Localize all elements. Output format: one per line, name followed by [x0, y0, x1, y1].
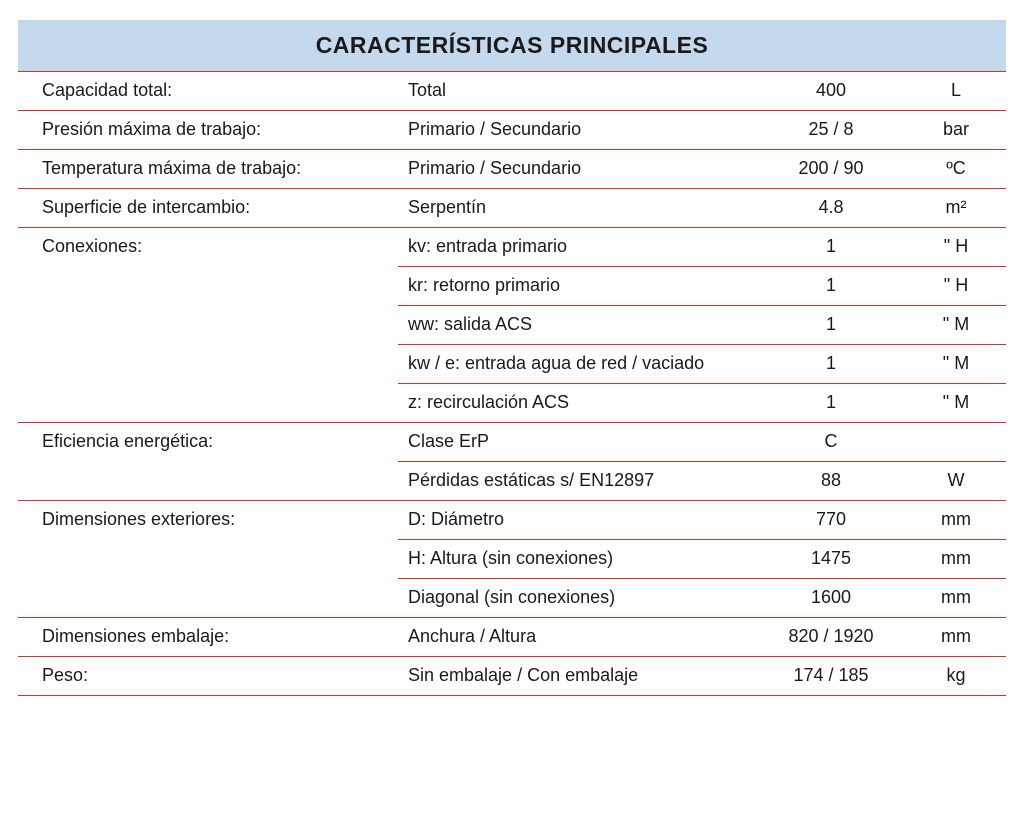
- row-value: 1: [756, 236, 906, 257]
- row-unit: L: [906, 80, 1006, 101]
- row-description: Primario / Secundario: [398, 158, 756, 179]
- table-row: Dimensiones exteriores:D: Diámetro770mm: [18, 500, 1006, 539]
- table-row: Capacidad total:Total400L: [18, 71, 1006, 110]
- row-right: D: Diámetro770mm: [398, 509, 1006, 530]
- row-value: 4.8: [756, 197, 906, 218]
- row-unit: " H: [906, 275, 1006, 296]
- row-value: 200 / 90: [756, 158, 906, 179]
- row-unit: mm: [906, 509, 1006, 530]
- row-right: Primario / Secundario25 / 8bar: [398, 119, 1006, 140]
- table-row: Diagonal (sin conexiones)1600mm: [18, 578, 1006, 617]
- row-value: 1475: [756, 548, 906, 569]
- table-row: z: recirculación ACS1" M: [18, 383, 1006, 422]
- row-value: 1: [756, 353, 906, 374]
- table-row: Peso:Sin embalaje / Con embalaje174 / 18…: [18, 656, 1006, 695]
- table-header: CARACTERÍSTICAS PRINCIPALES: [18, 20, 1006, 71]
- row-value: 88: [756, 470, 906, 491]
- row-right: Diagonal (sin conexiones)1600mm: [398, 578, 1006, 608]
- row-right: Clase ErPC: [398, 431, 1006, 452]
- row-description: kv: entrada primario: [398, 236, 756, 257]
- bottom-rule: [18, 695, 1006, 696]
- row-right: z: recirculación ACS1" M: [398, 383, 1006, 413]
- row-description: Diagonal (sin conexiones): [398, 587, 756, 608]
- row-value: 1: [756, 392, 906, 413]
- row-right: Primario / Secundario200 / 90ºC: [398, 158, 1006, 179]
- row-description: Pérdidas estáticas s/ EN12897: [398, 470, 756, 491]
- row-unit: " M: [906, 314, 1006, 335]
- row-right: ww: salida ACS1" M: [398, 305, 1006, 335]
- row-description: Sin embalaje / Con embalaje: [398, 665, 756, 686]
- row-unit: bar: [906, 119, 1006, 140]
- row-right: H: Altura (sin conexiones)1475mm: [398, 539, 1006, 569]
- table-row: kw / e: entrada agua de red / vaciado1" …: [18, 344, 1006, 383]
- table-row: kr: retorno primario1" H: [18, 266, 1006, 305]
- row-value: 1: [756, 275, 906, 296]
- row-value: 820 / 1920: [756, 626, 906, 647]
- row-right: Serpentín4.8m²: [398, 197, 1006, 218]
- row-description: ww: salida ACS: [398, 314, 756, 335]
- row-label: Presión máxima de trabajo:: [18, 119, 398, 140]
- row-right: kr: retorno primario1" H: [398, 266, 1006, 296]
- row-right: Pérdidas estáticas s/ EN1289788W: [398, 461, 1006, 491]
- table-row: H: Altura (sin conexiones)1475mm: [18, 539, 1006, 578]
- row-label: Conexiones:: [18, 236, 398, 257]
- table-row: Dimensiones embalaje:Anchura / Altura820…: [18, 617, 1006, 656]
- row-description: D: Diámetro: [398, 509, 756, 530]
- row-description: kr: retorno primario: [398, 275, 756, 296]
- row-unit: W: [906, 470, 1006, 491]
- row-value: 25 / 8: [756, 119, 906, 140]
- row-label: Capacidad total:: [18, 80, 398, 101]
- row-description: Serpentín: [398, 197, 756, 218]
- table-row: Presión máxima de trabajo:Primario / Sec…: [18, 110, 1006, 149]
- row-description: Anchura / Altura: [398, 626, 756, 647]
- row-value: 174 / 185: [756, 665, 906, 686]
- row-unit: mm: [906, 626, 1006, 647]
- row-label: Dimensiones embalaje:: [18, 626, 398, 647]
- row-value: C: [756, 431, 906, 452]
- table-row: Eficiencia energética:Clase ErPC: [18, 422, 1006, 461]
- row-description: kw / e: entrada agua de red / vaciado: [398, 353, 756, 374]
- row-unit: kg: [906, 665, 1006, 686]
- row-label: Superficie de intercambio:: [18, 197, 398, 218]
- row-unit: m²: [906, 197, 1006, 218]
- row-right: Total400L: [398, 80, 1006, 101]
- row-right: Anchura / Altura820 / 1920mm: [398, 626, 1006, 647]
- row-value: 400: [756, 80, 906, 101]
- row-description: Clase ErP: [398, 431, 756, 452]
- row-unit: " M: [906, 353, 1006, 374]
- row-label: Peso:: [18, 665, 398, 686]
- table-row: ww: salida ACS1" M: [18, 305, 1006, 344]
- row-label: Eficiencia energética:: [18, 431, 398, 452]
- row-unit: ºC: [906, 158, 1006, 179]
- row-right: kw / e: entrada agua de red / vaciado1" …: [398, 344, 1006, 374]
- row-description: Primario / Secundario: [398, 119, 756, 140]
- row-value: 1: [756, 314, 906, 335]
- table-row: Temperatura máxima de trabajo:Primario /…: [18, 149, 1006, 188]
- table-row: Superficie de intercambio:Serpentín4.8m²: [18, 188, 1006, 227]
- row-description: Total: [398, 80, 756, 101]
- row-label: Temperatura máxima de trabajo:: [18, 158, 398, 179]
- row-unit: " M: [906, 392, 1006, 413]
- rows-container: Capacidad total:Total400LPresión máxima …: [18, 71, 1006, 696]
- row-label: Dimensiones exteriores:: [18, 509, 398, 530]
- row-right: kv: entrada primario1" H: [398, 236, 1006, 257]
- row-unit: mm: [906, 587, 1006, 608]
- row-right: Sin embalaje / Con embalaje174 / 185kg: [398, 665, 1006, 686]
- row-description: z: recirculación ACS: [398, 392, 756, 413]
- spec-table: CARACTERÍSTICAS PRINCIPALES Capacidad to…: [18, 20, 1006, 696]
- row-value: 770: [756, 509, 906, 530]
- row-value: 1600: [756, 587, 906, 608]
- row-unit: " H: [906, 236, 1006, 257]
- table-row: Conexiones:kv: entrada primario1" H: [18, 227, 1006, 266]
- table-row: Pérdidas estáticas s/ EN1289788W: [18, 461, 1006, 500]
- row-description: H: Altura (sin conexiones): [398, 548, 756, 569]
- row-unit: mm: [906, 548, 1006, 569]
